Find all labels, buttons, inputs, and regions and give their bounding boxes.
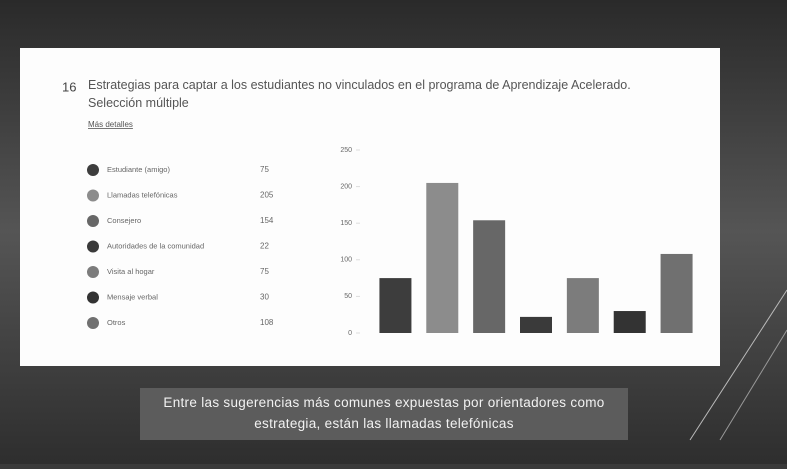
- slide: 16 Estrategias para captar a los estudia…: [0, 0, 787, 464]
- details-link[interactable]: Más detalles: [88, 120, 133, 129]
- legend-swatch: [87, 317, 99, 329]
- bar: [520, 317, 552, 333]
- legend-swatch: [87, 215, 99, 227]
- legend-value: 22: [260, 242, 269, 251]
- y-tick-label: 200: [340, 183, 352, 190]
- bar: [379, 278, 411, 333]
- legend-label: Visita al hogar: [107, 267, 155, 276]
- legend-swatch: [87, 164, 99, 176]
- legend-swatch: [87, 190, 99, 202]
- y-tick-label: 50: [344, 293, 352, 300]
- bar: [567, 278, 599, 333]
- legend-swatch: [87, 241, 99, 253]
- legend-label: Llamadas telefónicas: [107, 190, 178, 199]
- legend-swatch: [87, 266, 99, 278]
- chart-title: Estrategias para captar a los estudiante…: [88, 76, 668, 112]
- y-tick-label: 150: [340, 220, 352, 227]
- legend-value: 30: [260, 293, 269, 302]
- bar: [661, 254, 693, 333]
- legend-value: 154: [260, 216, 274, 225]
- legend-label: Mensaje verbal: [107, 292, 158, 301]
- page: 16 Estrategias para captar a los estudia…: [0, 0, 787, 464]
- caption-wrap: Entre las sugerencias más comunes expues…: [145, 392, 623, 438]
- title-box: Estrategias para captar a los estudiante…: [88, 76, 668, 116]
- bar: [614, 311, 646, 333]
- legend-swatch: [87, 292, 99, 304]
- legend-label: Otros: [107, 318, 126, 327]
- legend-label: Autoridades de la comunidad: [107, 241, 204, 250]
- caption: Entre las sugerencias más comunes expues…: [145, 392, 623, 434]
- y-tick-label: 0: [348, 330, 352, 337]
- question-number: 16: [62, 79, 76, 94]
- legend-value: 75: [260, 165, 269, 174]
- legend-value: 75: [260, 267, 269, 276]
- legend-value: 205: [260, 191, 274, 200]
- legend-label: Consejero: [107, 216, 141, 225]
- y-tick-label: 100: [340, 257, 352, 264]
- y-tick-label: 250: [340, 147, 352, 154]
- legend-label: Estudiante (amigo): [107, 165, 170, 174]
- bar: [473, 220, 505, 333]
- legend-value: 108: [260, 318, 274, 327]
- bar: [426, 183, 458, 333]
